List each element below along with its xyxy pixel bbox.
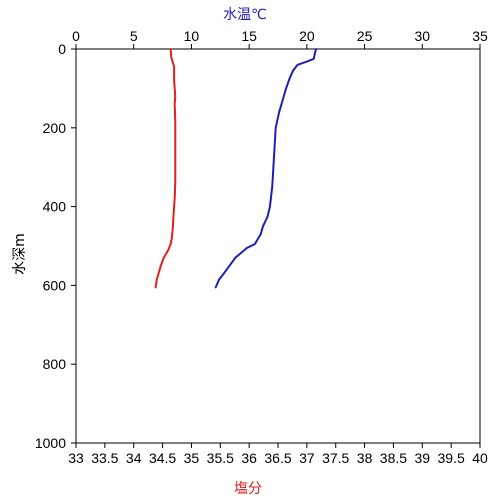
bottom-tick-label: 38.5 <box>380 450 407 466</box>
top-tick-label: 25 <box>357 28 373 44</box>
bottom-tick-label: 33 <box>68 450 84 466</box>
y-tick-label: 400 <box>43 199 67 215</box>
y-axis: 0 200 400 600 800 1000 <box>35 41 76 451</box>
bottom-tick-label: 37 <box>299 450 315 466</box>
bottom-tick-label: 35.5 <box>207 450 234 466</box>
temperature-series-line <box>214 48 318 289</box>
y-axis-title: 水深m <box>12 233 28 275</box>
top-tick-label: 0 <box>72 28 80 44</box>
top-tick-label: 10 <box>184 28 200 44</box>
y-tick-label: 600 <box>43 277 67 293</box>
top-tick-label: 30 <box>414 28 430 44</box>
bottom-x-axis: 33 33.5 34 34.5 35 35.5 36 36.5 37 37.5 38 38.5 39 39… <box>68 443 488 466</box>
bottom-tick-label: 38 <box>357 450 373 466</box>
top-tick-label: 5 <box>130 28 138 44</box>
y-tick-label: 0 <box>58 41 66 57</box>
bottom-tick-label: 39.5 <box>438 450 465 466</box>
bottom-axis-title: 塩分 <box>234 481 262 497</box>
top-tick-label: 15 <box>241 28 257 44</box>
bottom-tick-label: 35 <box>184 450 200 466</box>
top-x-axis: 0 5 10 15 20 25 30 35 <box>72 28 488 49</box>
plot-frame <box>75 48 481 444</box>
bottom-tick-label: 39 <box>414 450 430 466</box>
bottom-tick-label: 40 <box>472 450 488 466</box>
bottom-tick-label: 36 <box>241 450 257 466</box>
bottom-tick-label: 36.5 <box>264 450 291 466</box>
y-tick-label: 200 <box>43 120 67 136</box>
bottom-tick-label: 33.5 <box>91 450 118 466</box>
bottom-tick-label: 37.5 <box>322 450 349 466</box>
salinity-series-line <box>154 48 177 289</box>
top-tick-label: 35 <box>472 28 488 44</box>
top-axis-title: 水温℃ <box>223 7 267 23</box>
bottom-tick-label: 34.5 <box>149 450 176 466</box>
series-layer <box>154 48 318 289</box>
y-tick-label: 800 <box>43 356 67 372</box>
y-tick-label: 1000 <box>35 435 66 451</box>
bottom-tick-label: 34 <box>126 450 142 466</box>
top-tick-label: 20 <box>299 28 315 44</box>
